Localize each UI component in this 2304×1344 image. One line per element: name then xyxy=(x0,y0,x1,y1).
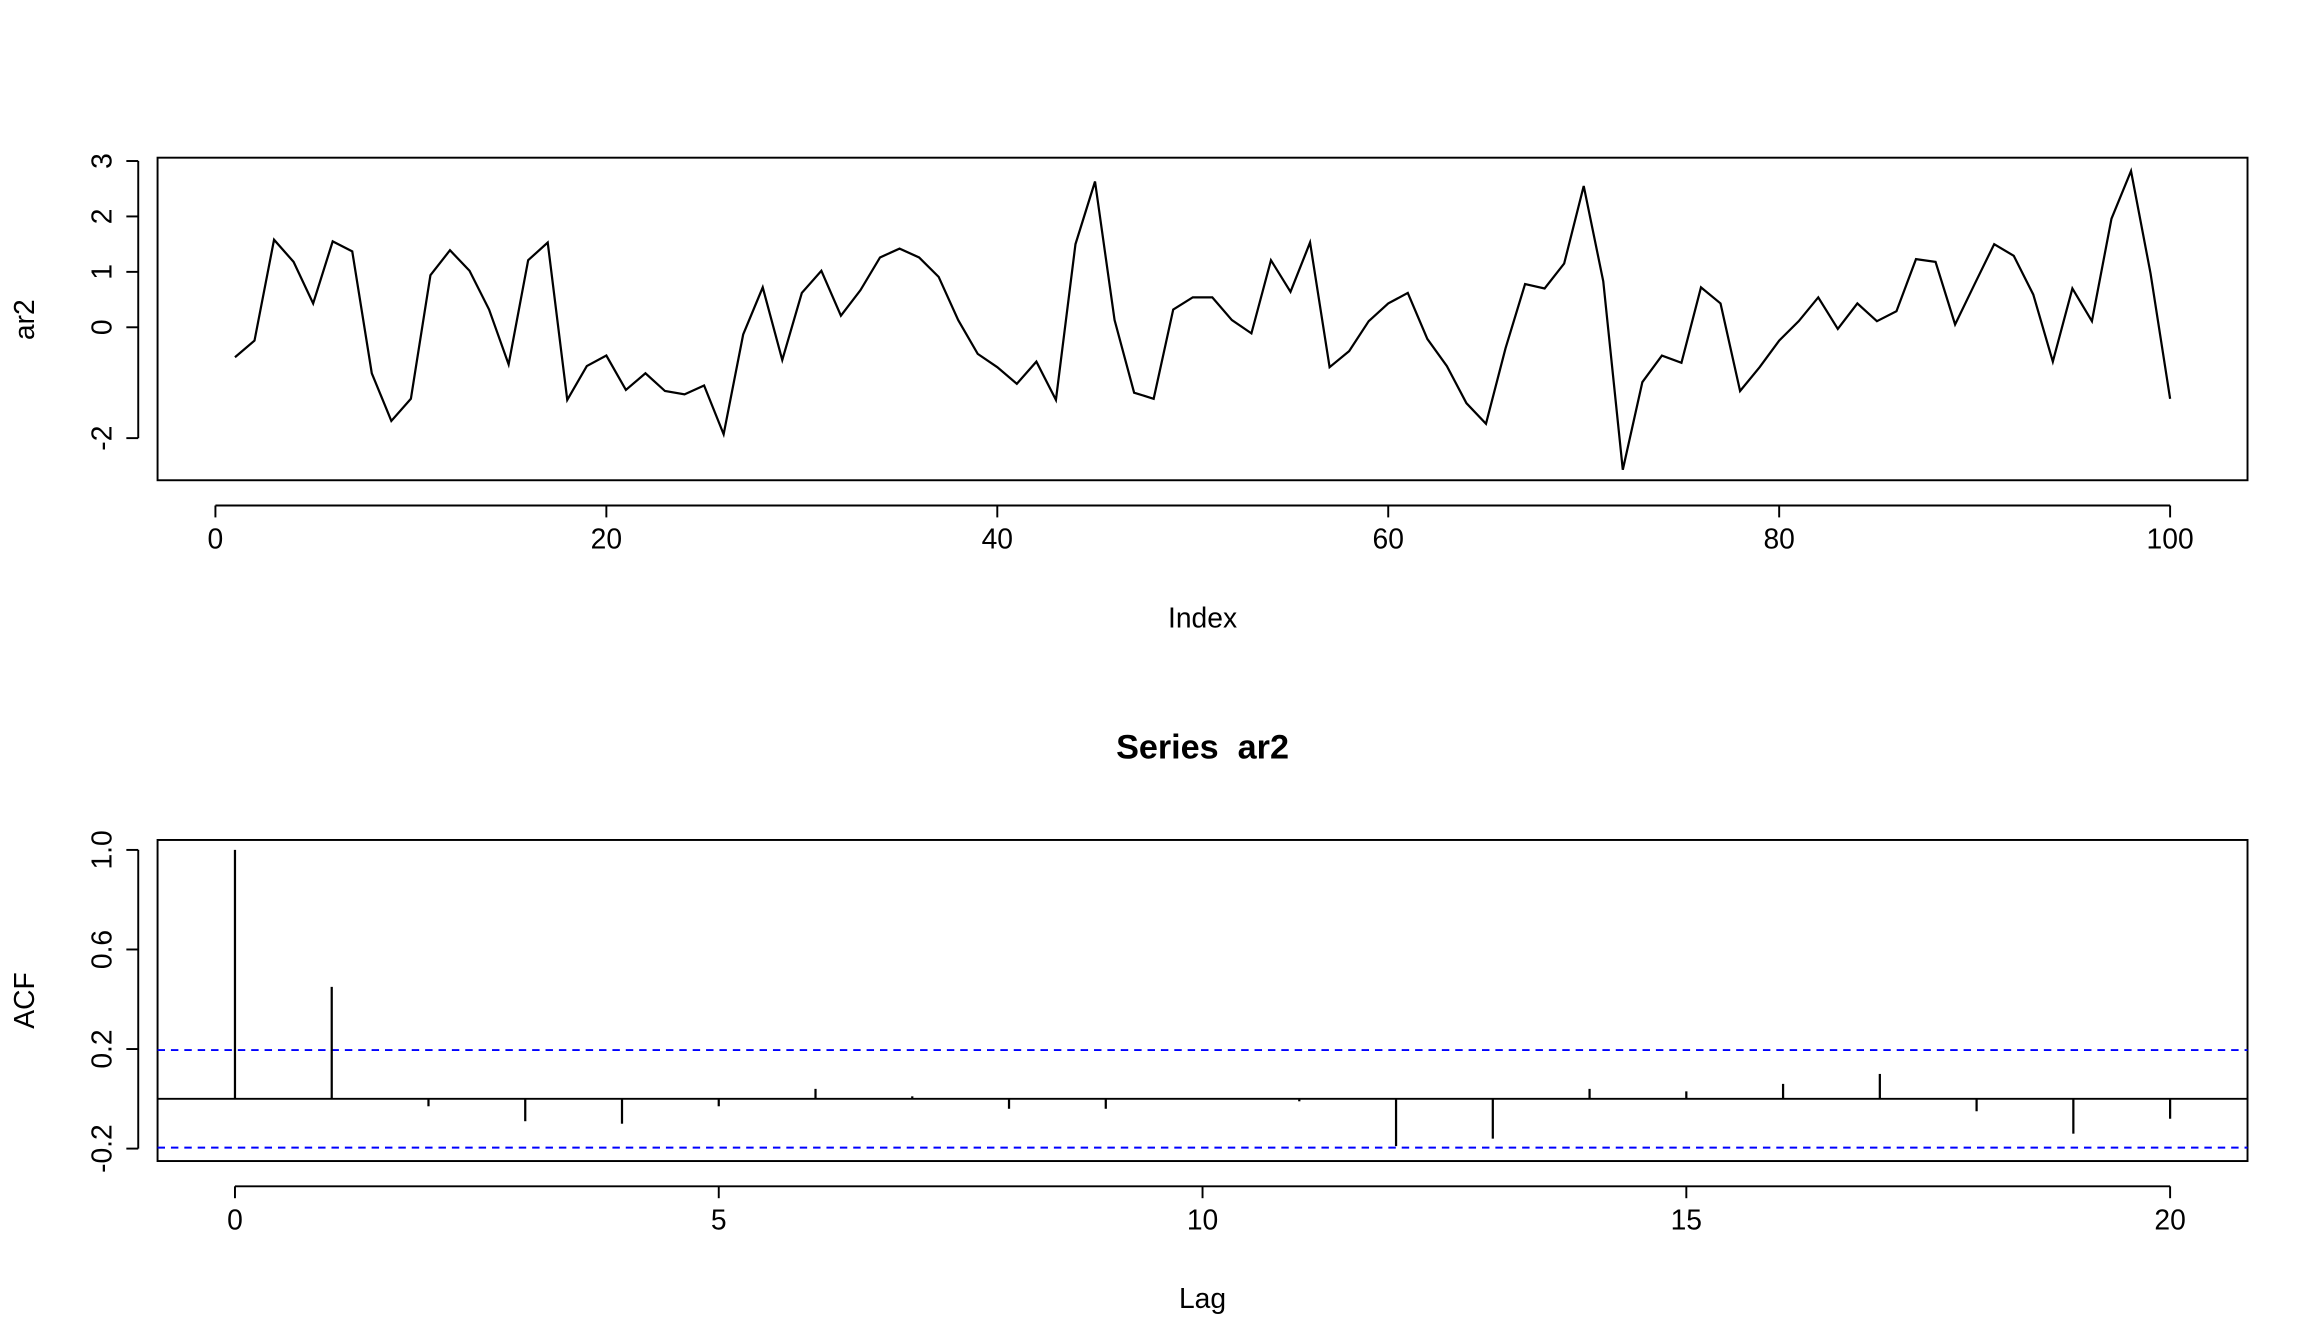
y-tick-label: 1 xyxy=(86,264,118,280)
x-tick-label: 0 xyxy=(208,523,224,555)
x-tick-label: 20 xyxy=(591,523,622,555)
y-tick-label: 1.0 xyxy=(86,830,118,869)
y-tick-label: 2 xyxy=(86,209,118,225)
x-tick-label: 60 xyxy=(1373,523,1404,555)
y-axis-label: ar2 xyxy=(8,299,40,340)
x-tick-label: 20 xyxy=(2154,1203,2185,1235)
y-tick-label: -0.2 xyxy=(86,1124,118,1173)
series-line xyxy=(234,167,2172,470)
plot-box xyxy=(156,156,2249,482)
y-tick-label: 3 xyxy=(86,153,118,169)
y-tick-label: 0 xyxy=(86,319,118,335)
x-tick-label: 15 xyxy=(1671,1203,1702,1235)
x-tick-label: 100 xyxy=(2147,523,2194,555)
y-tick-label: 0.6 xyxy=(86,930,118,969)
x-tick-label: 5 xyxy=(711,1203,727,1235)
chart-title: Series ar2 xyxy=(1116,728,1289,766)
x-tick-label: 40 xyxy=(982,523,1013,555)
x-tick-label: 80 xyxy=(1763,523,1794,555)
x-axis-label: Lag xyxy=(1179,1282,1226,1314)
y-axis-label: ACF xyxy=(8,972,40,1028)
plot-box xyxy=(156,839,2249,1163)
y-tick-label: 0.2 xyxy=(86,1029,118,1068)
x-tick-label: 0 xyxy=(227,1203,243,1235)
y-tick-label: -2 xyxy=(86,426,118,451)
x-tick-label: 10 xyxy=(1187,1203,1218,1235)
x-axis-label: Index xyxy=(1168,601,1237,633)
